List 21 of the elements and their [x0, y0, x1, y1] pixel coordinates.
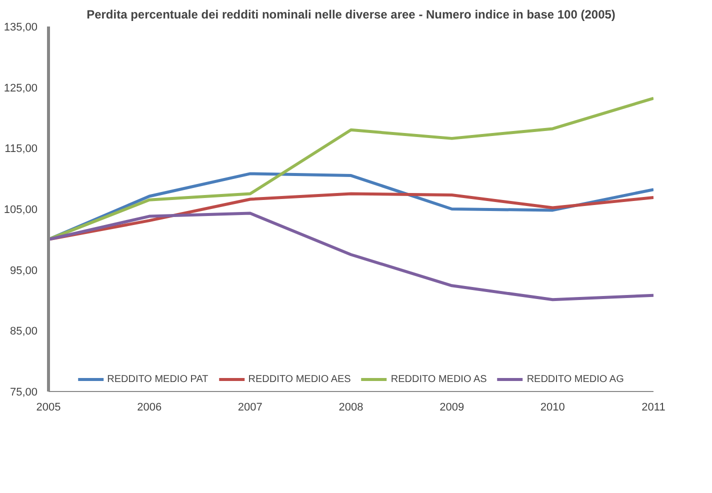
- legend-label: REDDITO MEDIO AES: [248, 374, 351, 384]
- line-series: [48, 212, 654, 302]
- y-tick-label: 115,00: [4, 143, 38, 156]
- x-tick-label: 2005: [36, 402, 61, 414]
- legend-label: REDDITO MEDIO AG: [526, 374, 624, 384]
- legend-label: REDDITO MEDIO AS: [390, 374, 487, 384]
- y-tick-label: 135,00: [4, 22, 38, 34]
- y-tick-label: 75,00: [10, 386, 38, 398]
- x-tick-label: 2010: [540, 402, 565, 414]
- y-tick-label: 95,00: [10, 264, 38, 277]
- y-tick-label: 125,00: [4, 82, 38, 94]
- chart-title: Perdita percentuale dei redditi nominali nelle diverse aree - Numero indice in base 100 (2005): [86, 8, 616, 22]
- x-tick-label: 2006: [137, 402, 162, 414]
- y-tick-label: 105,00: [4, 204, 38, 216]
- x-tick-label: 2008: [338, 402, 364, 414]
- x-tick-label: 2011: [642, 402, 666, 414]
- x-tick-label: 2007: [238, 402, 262, 414]
- x-tick-label: 2009: [440, 402, 464, 414]
- legend-label: REDDITO MEDIO PAT: [107, 374, 208, 384]
- y-tick-label: 85,00: [10, 326, 38, 338]
- line-series: [48, 192, 654, 241]
